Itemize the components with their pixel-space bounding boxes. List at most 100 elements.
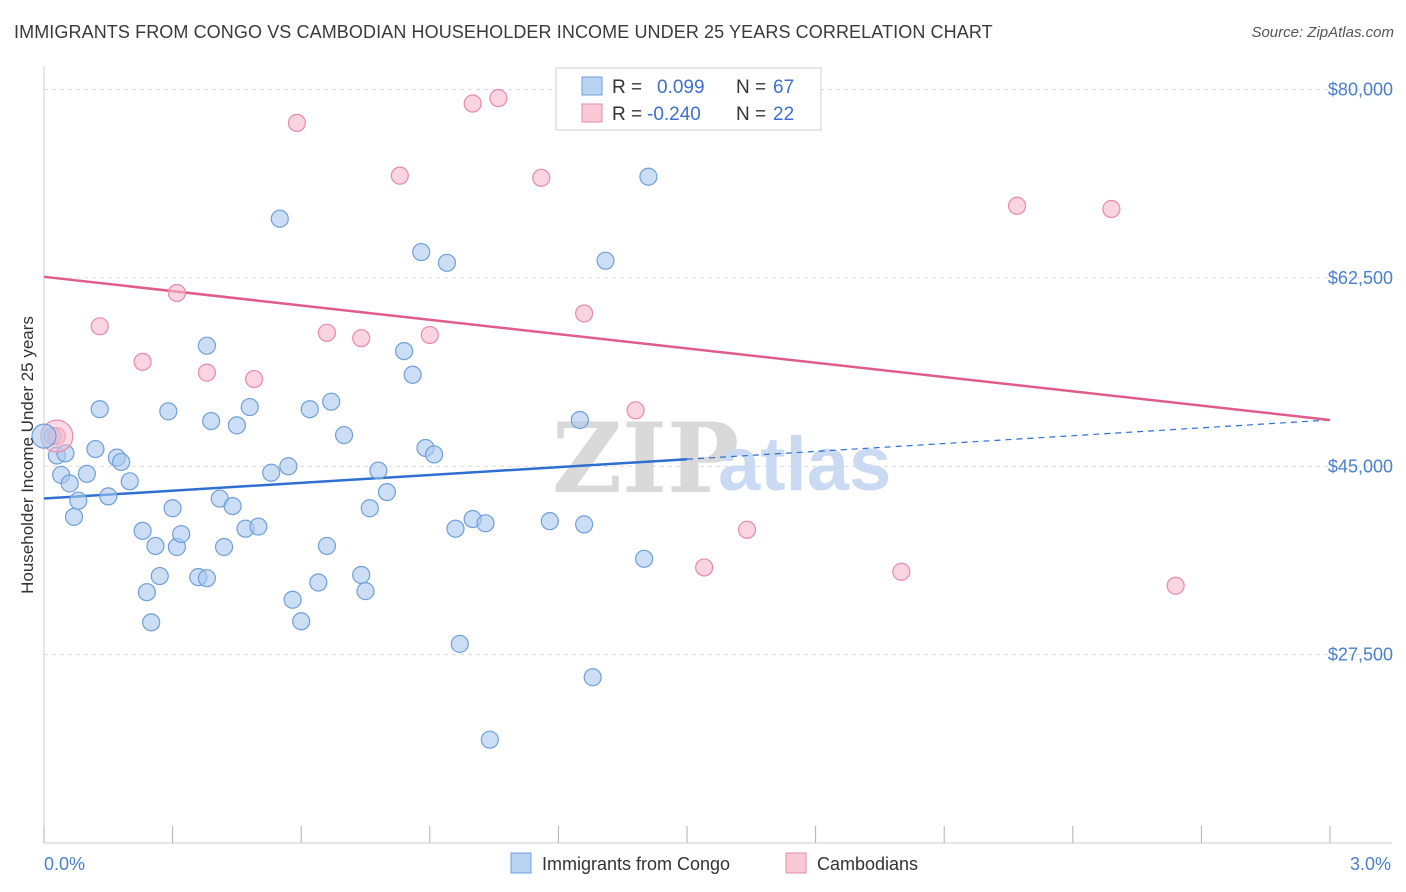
point-series-1-9 bbox=[390, 166, 409, 185]
point-series-0-54 bbox=[446, 519, 465, 538]
point-series-1-21 bbox=[1166, 576, 1185, 595]
legend-n-value-2: 22 bbox=[773, 104, 794, 125]
point-series-0-7 bbox=[86, 439, 105, 459]
point-series-0-49 bbox=[403, 365, 422, 384]
point-series-0-40 bbox=[317, 536, 337, 556]
point-series-0-58 bbox=[480, 730, 499, 749]
point-series-0-45 bbox=[360, 499, 379, 518]
point-series-1-5 bbox=[244, 369, 264, 389]
point-series-0-28 bbox=[223, 496, 242, 516]
watermark-atlas: atlas bbox=[718, 422, 891, 507]
legend-r-value-1: 0.099 bbox=[657, 77, 705, 98]
trend-line-series-0 bbox=[43, 458, 688, 500]
y-tick-label-3: $27,500 bbox=[1328, 645, 1393, 665]
point-series-0-55 bbox=[450, 634, 469, 653]
point-series-0-47 bbox=[377, 482, 397, 502]
legend-n-label-2: N = bbox=[736, 104, 766, 125]
point-series-0-41 bbox=[322, 392, 341, 411]
point-series-1-3 bbox=[167, 283, 186, 303]
point-series-1-4 bbox=[197, 363, 216, 382]
point-series-0-57 bbox=[476, 514, 495, 533]
trend-lines bbox=[43, 275, 1331, 500]
point-series-0-19 bbox=[163, 499, 182, 518]
point-series-1-8 bbox=[352, 329, 371, 348]
point-series-0-60 bbox=[570, 410, 589, 430]
grid-lines bbox=[44, 89, 1392, 656]
point-series-0-9 bbox=[99, 487, 118, 506]
point-series-0-16 bbox=[146, 536, 165, 556]
point-series-1-14 bbox=[575, 304, 594, 323]
point-series-0-52 bbox=[424, 445, 444, 464]
point-series-0-65 bbox=[639, 167, 658, 186]
point-series-0-34 bbox=[270, 209, 289, 228]
y-axis-title: Householder Income Under 25 years bbox=[18, 316, 37, 594]
point-series-0-6 bbox=[77, 464, 96, 483]
point-series-0-43 bbox=[352, 565, 371, 585]
point-series-0-36 bbox=[283, 590, 302, 609]
chart-title: IMMIGRANTS FROM CONGO VS CAMBODIAN HOUSE… bbox=[14, 22, 993, 42]
point-series-0-11 bbox=[112, 452, 131, 472]
data-points bbox=[31, 89, 1185, 749]
point-series-0-24 bbox=[197, 569, 216, 588]
point-series-0-8 bbox=[90, 400, 109, 419]
point-series-0-42 bbox=[334, 425, 354, 445]
point-series-0-39 bbox=[309, 573, 328, 592]
point-series-0-13 bbox=[133, 521, 152, 540]
point-series-0-62 bbox=[583, 668, 602, 687]
point-series-0-46 bbox=[369, 461, 388, 480]
point-series-0-50 bbox=[412, 242, 431, 262]
point-series-0-32 bbox=[249, 517, 268, 536]
point-series-0-21 bbox=[172, 524, 191, 544]
point-series-0-27 bbox=[214, 537, 234, 557]
point-series-1-15 bbox=[626, 401, 645, 420]
point-series-1-20 bbox=[1102, 199, 1121, 219]
bottom-legend-label-congo: Immigrants from Congo bbox=[542, 854, 730, 874]
point-series-0-4 bbox=[64, 507, 84, 526]
bottom-legend-swatch-cambodians bbox=[785, 852, 807, 874]
point-series-0-3 bbox=[60, 474, 79, 493]
point-series-0-64 bbox=[635, 549, 654, 568]
point-series-1-16 bbox=[695, 558, 714, 577]
bottom-legend-label-cambodians: Cambodians bbox=[817, 854, 918, 874]
point-series-0-53 bbox=[437, 253, 457, 272]
point-series-1-12 bbox=[489, 89, 508, 108]
point-series-1-17 bbox=[737, 520, 757, 539]
legend-swatch-congo bbox=[581, 76, 603, 96]
y-tick-label-2: $45,000 bbox=[1328, 456, 1393, 476]
point-series-0-61 bbox=[575, 515, 594, 534]
y-tick-label-0: $80,000 bbox=[1328, 80, 1393, 100]
point-series-0-63 bbox=[596, 251, 615, 270]
point-cluster-congo bbox=[31, 423, 57, 449]
axes bbox=[43, 66, 1392, 844]
point-series-0-31 bbox=[240, 397, 259, 417]
point-series-1-18 bbox=[892, 562, 911, 581]
y-tick-label-1: $62,500 bbox=[1328, 268, 1393, 288]
legend-r-value-2: -0.240 bbox=[647, 104, 701, 125]
point-series-1-6 bbox=[287, 113, 307, 132]
legend-n-value-1: 67 bbox=[773, 77, 794, 98]
point-series-0-23 bbox=[197, 336, 216, 355]
trend-line-dashed-series-0 bbox=[686, 419, 1331, 460]
point-series-0-37 bbox=[292, 612, 311, 631]
point-series-0-48 bbox=[394, 341, 414, 361]
point-series-0-14 bbox=[137, 583, 156, 602]
y-tick-labels: $80,000 $62,500 $45,000 $27,500 bbox=[1328, 80, 1393, 665]
legend-r-label-1: R = bbox=[612, 77, 642, 98]
legend-swatch-cambodians bbox=[581, 103, 603, 123]
point-series-1-1 bbox=[90, 317, 109, 336]
point-series-0-5 bbox=[69, 491, 88, 510]
legend-r-label-2: R = bbox=[612, 104, 642, 125]
point-series-0-12 bbox=[120, 472, 139, 491]
point-series-1-13 bbox=[532, 168, 551, 187]
source-label: Source: ZipAtlas.com bbox=[1251, 24, 1394, 41]
point-series-0-17 bbox=[150, 566, 169, 586]
bottom-legend-swatch-congo bbox=[510, 852, 532, 874]
point-series-0-35 bbox=[279, 457, 298, 476]
trend-line-series-1 bbox=[43, 275, 1331, 422]
x-tick-label-right: 3.0% bbox=[1350, 854, 1391, 874]
point-series-0-29 bbox=[227, 416, 246, 435]
point-series-0-44 bbox=[356, 582, 375, 601]
series-legend: Immigrants from Congo Cambodians bbox=[510, 852, 918, 874]
point-series-1-11 bbox=[463, 94, 482, 113]
